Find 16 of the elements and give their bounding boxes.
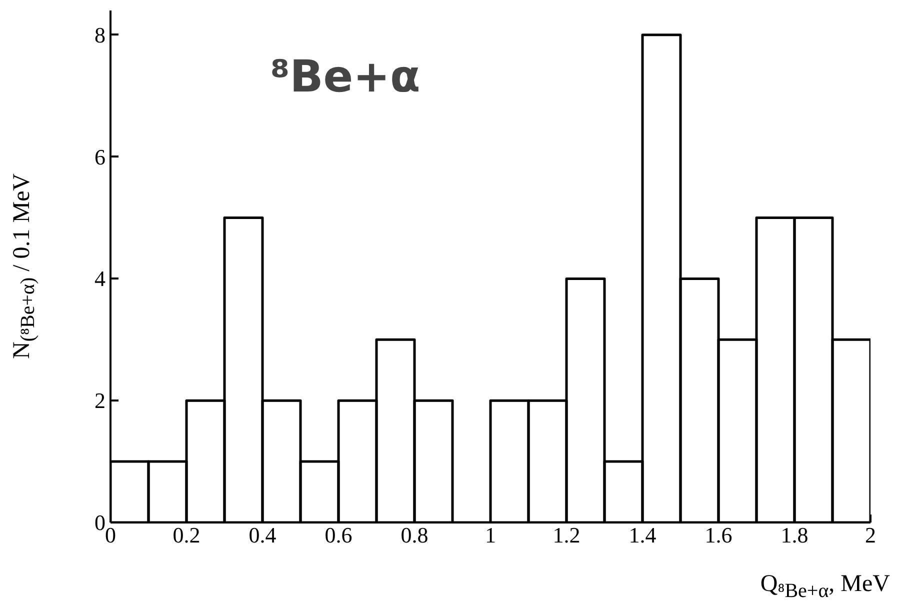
x-tick-label: 0.8 bbox=[400, 522, 428, 548]
x-tick-label: 1.2 bbox=[552, 522, 580, 548]
x-tick-label: 0.4 bbox=[248, 522, 276, 548]
x-tick-label: 1 bbox=[485, 522, 496, 548]
x-tick-label: 0.6 bbox=[324, 522, 352, 548]
y-tick-label: 4 bbox=[94, 266, 106, 292]
x-axis-title: Q$_{⁸Be+α}$, MeV bbox=[760, 570, 890, 604]
y-tick-label: 2 bbox=[94, 388, 106, 414]
y-tick-label: 6 bbox=[94, 144, 106, 170]
x-tick-label: 1.8 bbox=[780, 522, 808, 548]
y-tick-label: 8 bbox=[94, 22, 106, 48]
x-tick-label: 0.2 bbox=[172, 522, 200, 548]
x-tick-label: 1.4 bbox=[628, 522, 656, 548]
x-tick-label: 1.6 bbox=[704, 522, 732, 548]
x-tick-label: 2 bbox=[865, 522, 876, 548]
annotation: ⁸Be+α bbox=[270, 52, 420, 102]
